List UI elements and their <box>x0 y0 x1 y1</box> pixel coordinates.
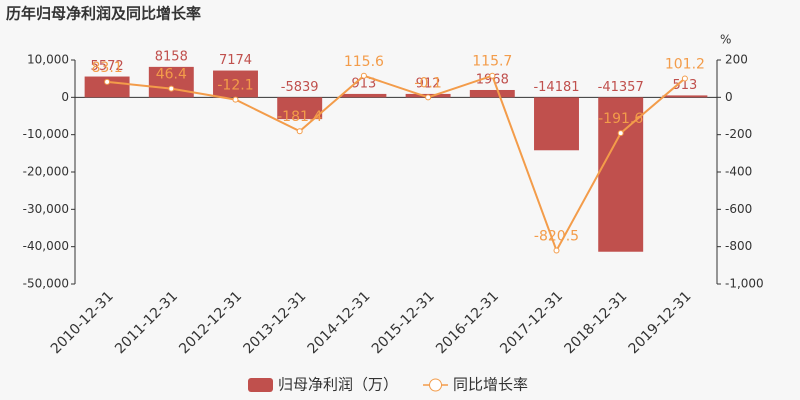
line-point <box>296 128 303 135</box>
line-point <box>168 85 175 92</box>
line-label: 101.2 <box>665 56 705 72</box>
x-tick-label: 2017-12-31 <box>497 288 566 357</box>
line-label: -191.6 <box>598 111 643 127</box>
y2-tick-label: 0 <box>725 90 733 104</box>
bar-label: 1968 <box>476 72 509 87</box>
line-point <box>104 78 111 85</box>
bar-label: -41357 <box>598 80 644 95</box>
line-label: 83.1 <box>92 60 123 76</box>
y2-unit: % <box>720 33 731 47</box>
bar-label: 5572 <box>91 59 124 74</box>
bar <box>598 97 644 252</box>
chart-title: 历年归母净利润及同比增长率 <box>6 5 201 23</box>
line <box>106 74 686 253</box>
bar-label: 8158 <box>155 49 188 64</box>
x-tick-label: 2016-12-31 <box>433 288 502 357</box>
line-label: 46.4 <box>156 67 187 83</box>
legend-swatch <box>248 378 273 392</box>
line-label: -181.4 <box>277 109 322 125</box>
bar <box>277 97 323 120</box>
bar-label: 7174 <box>219 53 252 68</box>
legend-swatch <box>429 378 443 392</box>
line-point <box>232 96 239 103</box>
bar <box>213 70 258 98</box>
line-point <box>553 247 560 254</box>
y-tick-label: 0 <box>61 90 69 104</box>
y-tick-label: -10,000 <box>23 127 69 141</box>
line-point <box>617 130 624 137</box>
y2-tick-label: 200 <box>725 53 748 67</box>
line-label: -0.1 <box>414 75 441 91</box>
bar <box>469 89 515 98</box>
bar-label: 912 <box>416 76 441 91</box>
bar <box>148 66 194 98</box>
x-tick-label: 2011-12-31 <box>112 288 181 357</box>
y2-tick-label: -200 <box>725 127 752 141</box>
line-point <box>360 72 367 79</box>
y-tick-label: -30,000 <box>23 202 69 216</box>
line-label: -12.1 <box>217 78 253 94</box>
line-point <box>425 94 432 101</box>
y2-tick-label: -600 <box>725 202 752 216</box>
y-tick-label: -40,000 <box>23 239 69 253</box>
line-label: 115.6 <box>344 54 384 70</box>
y-tick-label: -20,000 <box>23 165 69 179</box>
x-tick-label: 2010-12-31 <box>48 288 117 357</box>
bar-label: -5839 <box>281 80 319 95</box>
bar <box>662 95 708 98</box>
y-tick-label: 10,000 <box>27 53 69 67</box>
bar-label: 513 <box>672 78 697 93</box>
legend-label: 归母净利润（万） <box>278 376 398 394</box>
x-tick-label: 2019-12-31 <box>626 288 695 357</box>
bar <box>534 97 579 151</box>
x-tick-label: 2012-12-31 <box>176 288 245 357</box>
line-label: -820.5 <box>534 228 579 244</box>
line-point <box>489 72 496 79</box>
y2-tick-label: -1,000 <box>725 277 764 291</box>
bar-label: -14181 <box>533 80 579 95</box>
x-tick-label: 2014-12-31 <box>305 288 374 357</box>
x-tick-label: 2018-12-31 <box>562 288 631 357</box>
y2-tick-label: -800 <box>725 239 752 253</box>
line-label: 115.7 <box>472 54 512 70</box>
bar <box>341 93 387 98</box>
legend-label: 同比增长率 <box>453 376 528 394</box>
x-tick-label: 2013-12-31 <box>241 288 310 357</box>
x-tick-label: 2015-12-31 <box>369 288 438 357</box>
y2-tick-label: -400 <box>725 165 752 179</box>
bar <box>84 76 130 98</box>
y-tick-label: -50,000 <box>23 277 69 291</box>
line-point <box>681 75 688 82</box>
